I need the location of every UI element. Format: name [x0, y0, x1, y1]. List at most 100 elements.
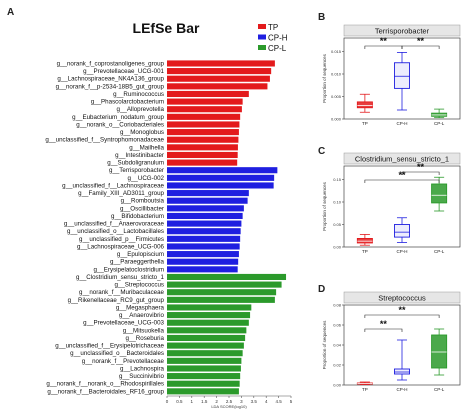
- lefse-legend: TP CP-HCP-L: [258, 23, 288, 53]
- box-y-tick-label: 0.06: [333, 323, 342, 328]
- box-y-tick-label: 0.00: [333, 245, 342, 250]
- box-y-tick-label: 0.10: [333, 200, 342, 205]
- box-iqr: [356, 237, 373, 244]
- box-y-tick-label: 0.005: [331, 94, 342, 99]
- lefse-bar: [167, 151, 238, 159]
- lefse-bar: [167, 75, 270, 82]
- box-y-tick-label: 0.02: [333, 363, 342, 368]
- lefse-x-tick-label: 0: [166, 399, 169, 404]
- lefse-category-label: g__Anaerovibrio: [119, 312, 165, 319]
- lefse-bar: [167, 129, 239, 136]
- lefse-bar: [167, 388, 239, 395]
- lefse-category-label: g__Subdoligranulum: [107, 160, 164, 167]
- lefse-x-tick-label: 2.5: [226, 399, 233, 404]
- lefse-category-label: g__unclassified_o__Bacteroidales: [70, 350, 164, 357]
- lefse-bar: [167, 334, 246, 342]
- lefse-bar: [167, 121, 240, 128]
- box-iqr: [431, 334, 448, 369]
- lefse-category-label: g__Rikenellaceae_RC9_gut_group: [68, 297, 165, 304]
- lefse-category-label: g__Ruminococcus: [113, 91, 164, 98]
- lefse-x-tick-label: 0.5: [176, 399, 183, 404]
- box-y-tick-label: 0.010: [331, 72, 342, 77]
- lefse-category-label: g__norank_f__p-2534-18B5_gut_group: [56, 83, 165, 90]
- lefse-category-label: g__norank_f__Prevotellaceae: [82, 358, 165, 365]
- lefse-title: LEfSe Bar: [133, 20, 200, 36]
- lefse-category-label: g__unclassified_o__Lactobacillales: [67, 228, 164, 235]
- lefse-x-tick-label: 2: [215, 399, 218, 404]
- box-x-tick-label: CP-L: [434, 121, 445, 126]
- lefse-bar: [167, 342, 244, 349]
- box-y-axis-label: Proportion of sequences: [322, 53, 327, 103]
- box-panel-terrisporobacter: Terrisporobacter Proportion of sequences 0…: [322, 24, 461, 126]
- legend-label: TP: [268, 23, 278, 32]
- lefse-category-label: g__Monoglobus: [120, 129, 164, 136]
- lefse-bar: [167, 197, 248, 204]
- lefse-category-label: g__unclassified_f__Syntrophomonadaceae: [45, 137, 164, 144]
- lefse-bar: [167, 312, 251, 319]
- lefse-bar: [167, 350, 243, 357]
- box-panel-streptococcus: Streptococcus Proportion of sequences 0.00…: [322, 291, 461, 392]
- box-x-tick-label: CP-L: [434, 249, 445, 254]
- box-x-tick-label: CP-L: [434, 387, 445, 392]
- lefse-bar: [167, 136, 239, 143]
- box-x-tick-label: TP: [362, 249, 368, 254]
- box-title: Clostridium_sensu_stricto_1: [355, 155, 449, 164]
- lefse-bar: [167, 243, 240, 250]
- lefse-bar: [167, 273, 287, 281]
- lefse-bar: [167, 373, 241, 380]
- box-iqr: [394, 62, 410, 89]
- significance-label: **: [417, 162, 425, 172]
- lefse-category-label: g__Prevotellaceae_UCG-003: [83, 320, 164, 327]
- box-y-tick-label: 0.04: [333, 343, 342, 348]
- lefse-x-tick-label: 3.5: [251, 399, 258, 404]
- lefse-bar: [167, 235, 241, 242]
- box-x-tick-label: TP: [362, 121, 368, 126]
- box-panel-clostridium: Clostridium_sensu_stricto_1 Proportion of…: [322, 152, 461, 254]
- lefse-category-label: g__norank_f__norank_o__Rhodospirillales: [46, 381, 164, 388]
- lefse-category-label: g__Lachnospira: [120, 365, 165, 372]
- panel-label-d: D: [318, 284, 325, 295]
- lefse-category-label: g__unclassified_p__Firmicutes: [79, 236, 164, 243]
- lefse-category-label: g__UCG-002: [128, 175, 165, 182]
- box-title: Terrisporobacter: [375, 27, 430, 36]
- lefse-bar: [167, 190, 249, 197]
- lefse-bar: [167, 68, 272, 75]
- lefse-category-label: g__Prevotellaceae_UCG-001: [83, 68, 164, 75]
- lefse-bar: [167, 174, 275, 181]
- lefse-category-label: g__Phascolarctobacterium: [91, 99, 164, 106]
- lefse-bar: [167, 144, 238, 151]
- box-title: Streptococcus: [378, 294, 426, 303]
- lefse-bar: [167, 83, 268, 90]
- box-y-tick-label: 0.08: [333, 303, 342, 308]
- lefse-category-label: g__norank_f__Bacteroidales_RF16_group: [47, 388, 164, 395]
- significance-label: **: [380, 36, 388, 46]
- lefse-bar: [167, 266, 238, 273]
- legend-swatch: [258, 34, 266, 40]
- lefse-bar: [167, 304, 252, 311]
- significance-bracket: [364, 328, 403, 332]
- box-x-tick-label: TP: [362, 387, 368, 392]
- significance-bracket: [364, 45, 403, 49]
- lefse-x-tick-label: 1: [191, 399, 194, 404]
- lefse-x-axis: 0 0.5 1 1.5 2 2.5 3 3.5 4 4.5 5: [166, 395, 293, 404]
- box-y-tick-label: 0.15: [333, 177, 342, 182]
- lefse-x-tick-label: 5: [290, 399, 293, 404]
- lefse-bar: [167, 357, 242, 364]
- significance-bracket: [364, 179, 440, 183]
- lefse-bar: [167, 289, 277, 296]
- box-y-tick-label: 0.015: [331, 49, 342, 54]
- lefse-x-tick-label: 1.5: [201, 399, 208, 404]
- lefse-category-label: g__Erysipelatoclostridium: [93, 266, 164, 273]
- lefse-category-label: g__Streptococcus: [114, 282, 164, 289]
- significance-label: **: [380, 319, 388, 329]
- lefse-category-label: g__Alloprevotella: [117, 106, 165, 113]
- lefse-category-label: g__Family_XIII_AD3011_group: [78, 190, 164, 197]
- lefse-bar: [167, 60, 275, 67]
- lefse-category-label: g__Romboutsia: [121, 198, 165, 205]
- panel-label-c: C: [318, 146, 325, 157]
- significance-bracket: [364, 314, 440, 318]
- box-title-bar: [343, 24, 461, 37]
- legend-swatch: [258, 45, 266, 50]
- lefse-bar: [167, 212, 243, 220]
- lefse-category-label: g__Lachnospiraceae_NK4A136_group: [57, 76, 164, 83]
